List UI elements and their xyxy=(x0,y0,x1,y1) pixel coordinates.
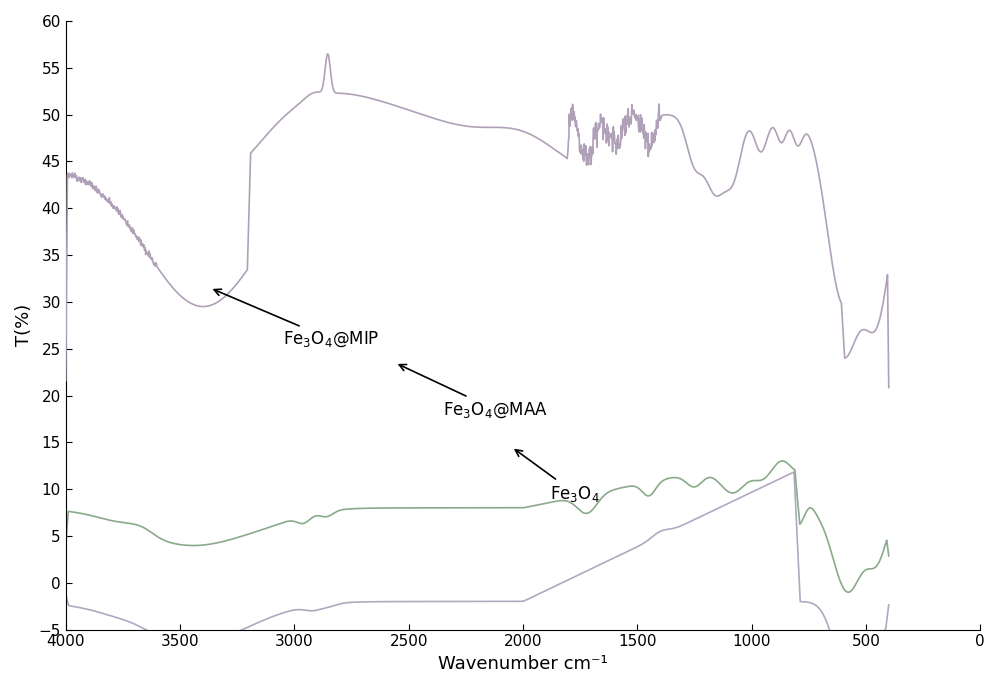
Text: Fe$_3$O$_4$@MAA: Fe$_3$O$_4$@MAA xyxy=(399,365,548,420)
Y-axis label: T(%): T(%) xyxy=(15,304,33,347)
Text: Fe$_3$O$_4$@MIP: Fe$_3$O$_4$@MIP xyxy=(214,289,379,350)
Text: Fe$_3$O$_4$: Fe$_3$O$_4$ xyxy=(515,450,600,504)
X-axis label: Wavenumber cm⁻¹: Wavenumber cm⁻¹ xyxy=(438,655,608,673)
